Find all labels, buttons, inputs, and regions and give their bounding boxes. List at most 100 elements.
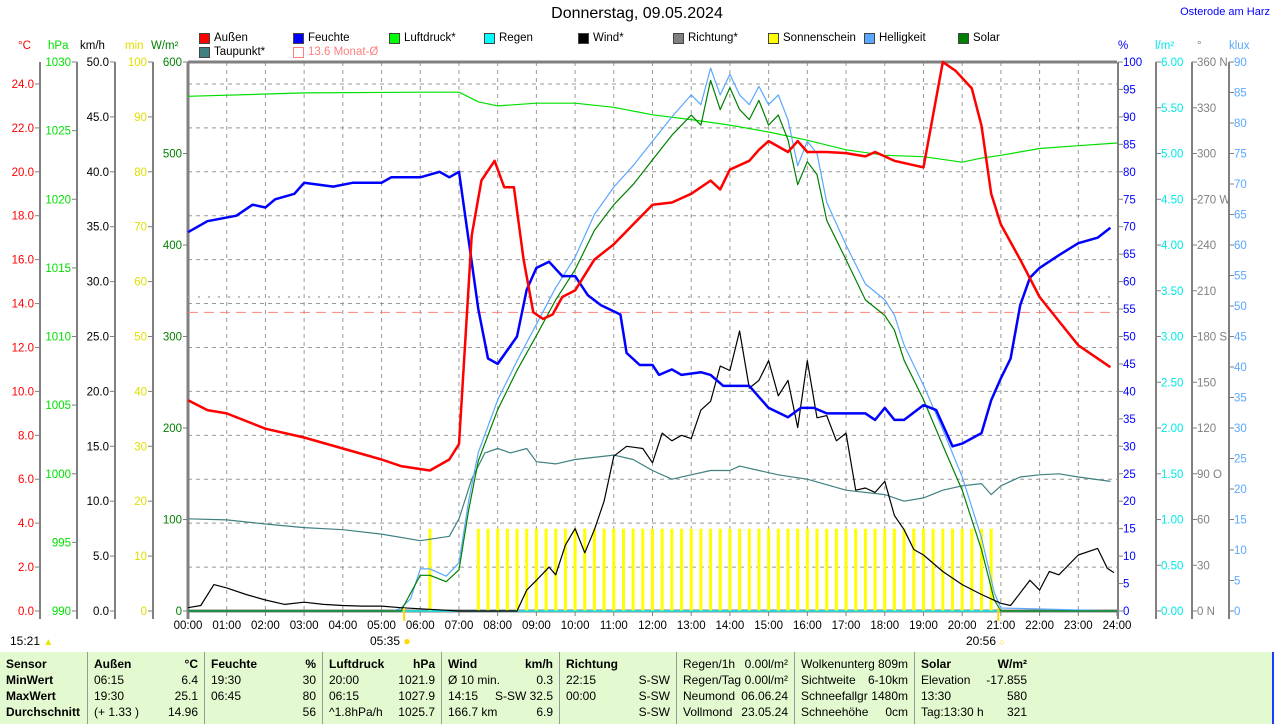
sunshine-bar xyxy=(680,528,684,611)
axis-tick-label-lux: 45 xyxy=(1234,332,1247,344)
axis-tick-label-humidity: 0 xyxy=(1123,606,1129,618)
x-tick-label: 07:00 xyxy=(445,620,474,632)
x-tick-label: 24:00 xyxy=(1103,620,1132,632)
axis-tick-label-humidity: 20 xyxy=(1123,496,1136,508)
legend-label: Richtung* xyxy=(688,32,738,44)
x-tick-label: 10:00 xyxy=(561,620,590,632)
sunshine-bar xyxy=(738,528,742,611)
x-tick-label: 13:00 xyxy=(677,620,706,632)
axis-tick-label-solar: 500 xyxy=(163,149,182,161)
axis-tick-label-pressure: 1025 xyxy=(45,126,71,138)
legend-swatch xyxy=(293,46,304,58)
sunshine-bar xyxy=(863,528,867,611)
axis-tick-label-rain: 4.00 xyxy=(1161,240,1183,252)
header-label: Außen xyxy=(94,657,132,671)
x-tick-label: 12:00 xyxy=(638,620,667,632)
header-label: Solar xyxy=(921,657,952,671)
axis-tick-label-direction: 180 S xyxy=(1197,332,1227,344)
axis-tick-label-wind: 40.0 xyxy=(87,167,109,179)
header-label: Feuchte xyxy=(211,657,258,671)
axis-tick-label-direction: 150 xyxy=(1197,377,1216,389)
axis-tick-label-direction: 300 xyxy=(1197,149,1216,161)
legend-swatch xyxy=(199,32,210,44)
header-label: Wind xyxy=(448,657,478,671)
axis-tick-label-rain: 4.50 xyxy=(1161,194,1183,206)
axis-tick-label-sun_min: 30 xyxy=(134,441,147,453)
axis-tick-label-pressure: 1005 xyxy=(45,400,71,412)
cell: 1027.9 xyxy=(398,689,435,703)
cell: 580 xyxy=(1006,689,1027,703)
legend-swatch xyxy=(768,32,779,44)
legend-item: Helligkeit xyxy=(864,32,926,44)
current-time-label: 15:21 xyxy=(10,634,41,648)
cell: 30 xyxy=(302,673,316,687)
axis-tick-label-direction: 210 xyxy=(1197,286,1216,298)
axis-tick-label-wind: 35.0 xyxy=(87,222,109,234)
cell: 809m xyxy=(877,657,908,671)
axis-tick-label-pressure: 1010 xyxy=(45,332,71,344)
cell: 6-10km xyxy=(867,673,908,687)
x-tick-label: 17:00 xyxy=(832,620,861,632)
x-tick-label: 08:00 xyxy=(483,620,512,632)
sunshine-bar xyxy=(534,528,538,611)
cell: 1480m xyxy=(871,689,908,703)
cell: 0.00l/m² xyxy=(744,657,788,671)
axis-tick-label-lux: 75 xyxy=(1234,149,1247,161)
row-label: MaxWert xyxy=(6,689,56,703)
cloud-sun-icon: ▲ xyxy=(43,637,54,648)
axis-tick-label-wind: 15.0 xyxy=(87,441,109,453)
axis-tick-label-lux: 60 xyxy=(1234,240,1247,252)
axis-tick-label-temp: 4.0 xyxy=(18,518,34,530)
x-tick-label: 22:00 xyxy=(1025,620,1054,632)
legend-item: Sonnenschein xyxy=(768,32,856,44)
sunshine-bar xyxy=(805,528,809,611)
axis-unit-wind: km/h xyxy=(80,40,105,52)
row-label: Durchschnitt xyxy=(6,705,81,719)
cell: Regen/Tag xyxy=(683,673,742,687)
cell: 06:15 xyxy=(94,673,125,687)
axis-tick-label-rain: 0.00 xyxy=(1161,606,1183,618)
axis-tick-label-wind: 25.0 xyxy=(87,332,109,344)
axis-tick-label-wind: 10.0 xyxy=(87,496,109,508)
cell: Schneehöhe xyxy=(801,705,869,719)
axis-unit-humidity: % xyxy=(1118,40,1129,52)
axis-tick-label-humidity: 5 xyxy=(1123,579,1129,591)
legend-item: Solar xyxy=(958,32,1000,44)
cell: Tag:13:30 h xyxy=(921,705,984,719)
axis-tick-label-humidity: 25 xyxy=(1123,469,1136,481)
axis-tick-label-sun_min: 50 xyxy=(134,332,147,344)
sunshine-bar xyxy=(563,528,567,611)
legend-swatch xyxy=(673,32,684,44)
axis-tick-label-lux: 35 xyxy=(1234,393,1247,405)
axis-tick-label-pressure: 1015 xyxy=(45,263,71,275)
legend-label: Feuchte xyxy=(308,32,350,44)
cell: 166.7 km xyxy=(448,705,498,719)
col-sensor: Sensor MinWert MaxWert Durchschnitt xyxy=(0,652,88,724)
legend-swatch xyxy=(578,32,589,44)
sunshine-bar xyxy=(641,528,645,611)
sunshine-bar xyxy=(980,528,984,611)
axis-tick-label-humidity: 85 xyxy=(1123,139,1136,151)
legend-item: Richtung* xyxy=(673,32,738,44)
axis-tick-label-humidity: 40 xyxy=(1123,386,1136,398)
station-link[interactable]: Osterode am Harz xyxy=(1180,6,1270,18)
sunshine-bar xyxy=(592,528,596,611)
x-tick-label: 06:00 xyxy=(406,620,435,632)
legend-item: Feuchte xyxy=(293,32,350,44)
axis-tick-label-rain: 1.00 xyxy=(1161,515,1183,527)
sunshine-bar xyxy=(970,528,974,611)
legend-item: Wind* xyxy=(578,32,624,44)
axis-tick-label-sun_min: 90 xyxy=(134,112,147,124)
header-unit: hPa xyxy=(412,657,435,671)
axis-tick-label-humidity: 50 xyxy=(1123,332,1136,344)
x-tick-label: 02:00 xyxy=(251,620,280,632)
sunshine-bar xyxy=(950,528,954,611)
legend-item: Regen xyxy=(484,32,533,44)
x-tick-label: 23:00 xyxy=(1064,620,1093,632)
cell: 0cm xyxy=(885,705,908,719)
axis-tick-label-wind: 5.0 xyxy=(93,551,109,563)
axis-tick-label-rain: 5.00 xyxy=(1161,149,1183,161)
axis-tick-label-humidity: 30 xyxy=(1123,441,1136,453)
axis-tick-label-temp: 12.0 xyxy=(12,342,34,354)
axis-tick-label-lux: 40 xyxy=(1234,362,1247,374)
